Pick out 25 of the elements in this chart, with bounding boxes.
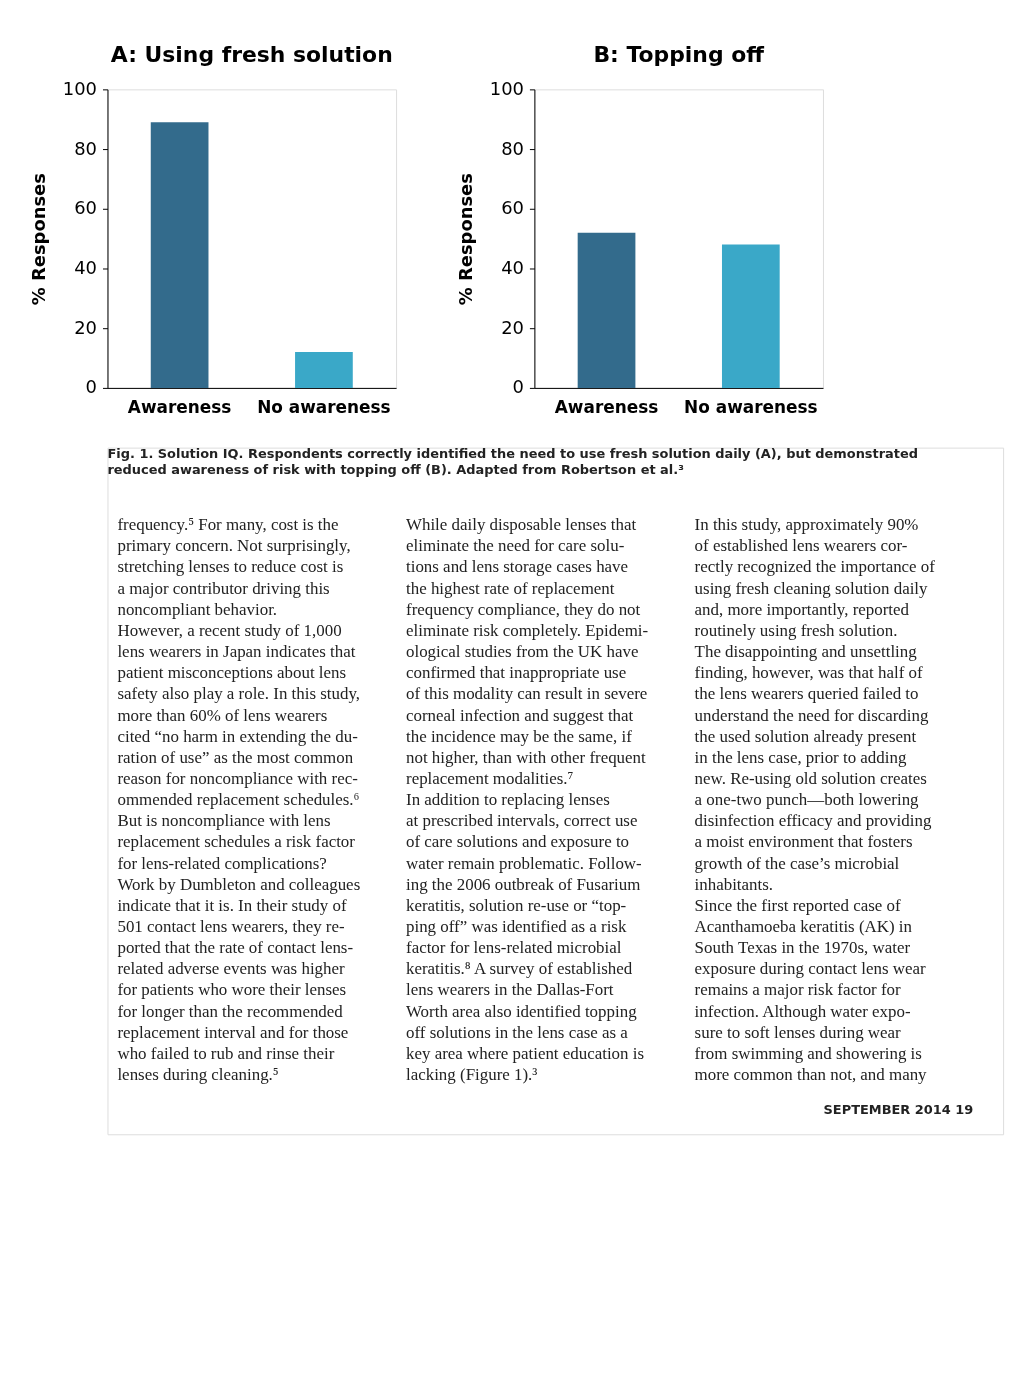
caption: Fig. 1. Solution IQ. Respondents correctly identified the need to use fresh solution daily (A), but demonstrated reduced awareness of risk with topping off (B). Adapted from Robertson et al.³ — [107, 445, 919, 477]
y-tick-label: 100 — [62, 77, 98, 99]
y-tick-label: 80 — [501, 137, 524, 159]
x-tick-label: Awareness — [554, 397, 659, 418]
y-tick-label: 20 — [501, 316, 524, 338]
x-tick-label: Awareness — [127, 397, 232, 418]
y-tick-label: 100 — [489, 77, 524, 99]
y-tick-label: 20 — [74, 316, 98, 338]
y-axis-title: % Responses — [454, 173, 476, 306]
y-tick-label: 60 — [74, 197, 98, 219]
y-tick-label: 0 — [85, 376, 98, 398]
y-axis-title: % Responses — [27, 173, 49, 306]
text: frequency.⁵ For many, cost is the primary concern. Not surprisingly, stretching lenses to reduce cost is a major contributor driving this noncompliant behavior. However, a recent study of 1,000 lens wearers in Japan indicates that patient misconceptions about lens safety also play a role. In this study, more than 60% of lens wearers cited “no harm in extending the du- ration of use” as the most common reason for noncompliance with rec- ommended replacement schedules.⁶ But is noncompliance with lens replacement schedules a risk factor for lens-related complications? Work by Dumbleton and colleagues indicate that it is. In their study of 501 contact lens wearers, they re- ported that the rate of contact lens- related adverse events was higher for patients who wore their lenses for longer than the recommended replacement interval and for those who failed to rub and rinse their lenses during cleaning.⁵ — [117, 515, 361, 1085]
y-tick-label: 40 — [501, 256, 524, 278]
y-tick-label: 60 — [501, 197, 524, 219]
text: SEPTEMBER 2014 19 — [823, 1102, 974, 1118]
x-tick-label: No awareness — [684, 397, 818, 418]
x-tick-label: No awareness — [257, 397, 391, 418]
y-tick-label: 0 — [512, 376, 524, 398]
chart-title: B: Topping off — [593, 41, 765, 67]
y-tick-label: 80 — [74, 137, 98, 159]
text: In this study, approximately 90% of established lens wearers cor- rectly recognized the importance of using fresh cleaning solution daily and, more importantly, reported routinely using fresh solution. The disappointing and unsettling finding, however, was that half of the lens wearers queried failed to understand the need for discarding the used solution already present in the lens case, prior to adding new. Re-using old solution creates a one-two punch—both lowering disinfection efficacy and providing a moist environment that fosters growth of the case’s microbial inhabitants. Since the first reported case of Acanthamoeba keratitis (AK) in South Texas in the 1970s, water exposure during contact lens wear remains a major risk factor for infection. Although water expo- sure to soft lenses during wear from swimming and showering is more common than not, and many — [694, 515, 935, 1085]
chart-title: A: Using fresh solution — [110, 41, 393, 67]
text: While daily disposable lenses that eliminate the need for care solu- tions and lens storage cases have the highest rate of replacement frequency compliance, they do not eliminate risk completely. Epidemi- ological studies from the UK have confirmed that inappropriate use of this modality can result in severe corneal infection and suggest that the incidence may be the same, if not higher, than with other frequent replacement modalities.⁷ In addition to replacing lenses at prescribed intervals, correct use of care solutions and exposure to water remain problematic. Follow- ing the 2006 outbreak of Fusarium keratitis, solution re-use or “top- ping off” was identified as a risk factor for lens-related microbial keratitis.⁸ A survey of established lens wearers in the Dallas-Fort Worth area also identified topping off solutions in the lens case as a key area where patient education is lacking (Figure 1).³ — [406, 515, 649, 1085]
y-tick-label: 40 — [74, 256, 98, 278]
